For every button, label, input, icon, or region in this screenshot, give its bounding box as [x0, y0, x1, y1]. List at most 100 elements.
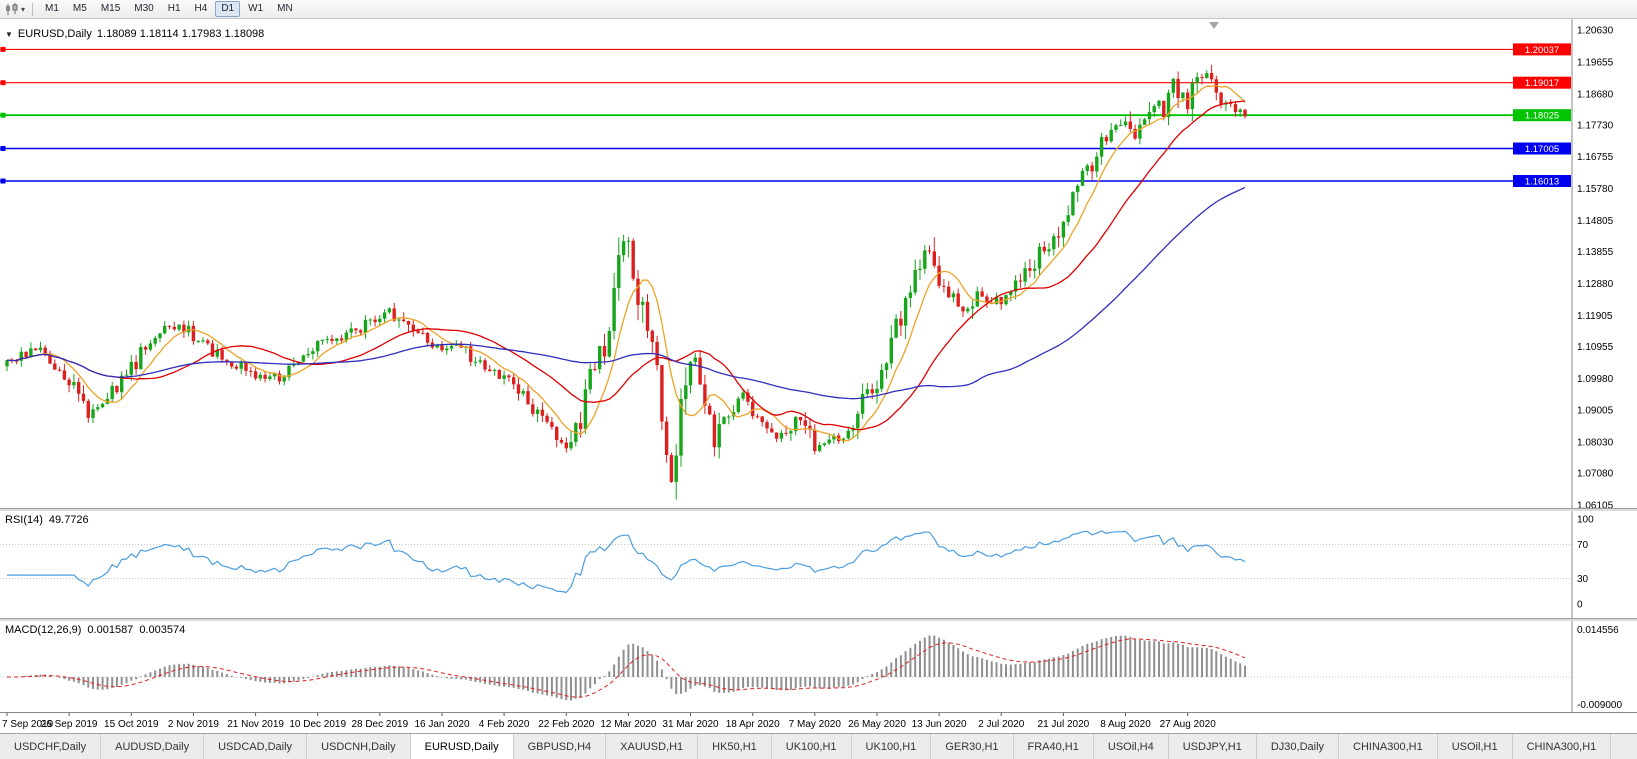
price-axis-label: 1.08030: [1577, 438, 1614, 449]
timeframe-button-mn[interactable]: MN: [277, 3, 293, 14]
rsi-axis-label: 100: [1577, 515, 1594, 526]
date-label: 26 May 2020: [848, 719, 906, 730]
collapse-icon[interactable]: ▼: [5, 29, 13, 39]
level-start-marker[interactable]: [0, 46, 6, 52]
level-price-tag-text: 1.20037: [1525, 45, 1559, 56]
panel-splitter[interactable]: [0, 508, 1637, 511]
main-chart-panel[interactable]: 1.20037 1.19017 1.18025 1.17005 1.16013 1.206…: [0, 19, 1637, 508]
price-chart[interactable]: 1.20037 1.19017 1.18025 1.17005 1.16013 1.206…: [0, 19, 1637, 508]
symbol-tab-fra40-h1[interactable]: FRA40,H1: [1014, 734, 1094, 759]
timeframe-button-m30[interactable]: M30: [134, 3, 154, 14]
level-start-marker[interactable]: [0, 146, 6, 151]
rsi-name: RSI(14): [5, 514, 43, 526]
timeframe-buttons: M1 M5 M15 M30 H1 H4 D1 W1 MN: [38, 1, 300, 17]
timeframe-button-m1[interactable]: M1: [45, 3, 59, 14]
timeframe-button-w1[interactable]: W1: [248, 3, 264, 14]
candles[interactable]: [5, 64, 1247, 500]
symbol-tab-ger30-h1[interactable]: GER30,H1: [931, 734, 1014, 759]
level-price-tag: [1513, 175, 1571, 187]
price-axis-label: 1.20630: [1577, 26, 1614, 37]
price-axis-label: 1.16755: [1577, 152, 1614, 163]
timeframe-toolbar: ▾ M1 M5 M15 M30 H1 H4 D1 W1 MN: [0, 0, 1637, 19]
date-axis[interactable]: 7 Sep 2019 26 Sep 2019 15 Oct 2019 2 Nov 20…: [0, 712, 1637, 733]
level-price-tag: [1513, 76, 1571, 89]
macd-label: MACD(12,26,9) 0.001587 0.003574: [5, 624, 185, 636]
date-label: 28 Dec 2019: [351, 719, 408, 730]
date-label: 7 Sep 2019: [2, 719, 54, 730]
symbol-tab-usoil-h1[interactable]: USOil,H1: [1438, 734, 1513, 759]
symbol-tab-usdjpy-h1[interactable]: USDJPY,H1: [1169, 734, 1257, 759]
rsi-axis-label: 0: [1577, 600, 1583, 611]
symbol-tab-china300-h1[interactable]: CHINA300,H1: [1339, 734, 1438, 759]
price-axis-label: 1.12880: [1577, 279, 1614, 290]
symbol-tab-gbpusd-h4[interactable]: GBPUSD,H4: [514, 734, 607, 759]
date-label: 4 Feb 2020: [479, 719, 530, 730]
rsi-value: 49.7726: [48, 514, 89, 526]
chart-type-icon[interactable]: [3, 2, 21, 16]
date-label: 27 Aug 2020: [1160, 719, 1217, 730]
macd-name: MACD(12,26,9): [5, 624, 82, 636]
panel-splitter[interactable]: [0, 618, 1637, 621]
level-price-tag-text: 1.18025: [1525, 111, 1559, 122]
rsi-panel[interactable]: 100 70 30 0 RSI(14) 49.7726: [0, 511, 1637, 618]
date-label: 10 Dec 2019: [289, 719, 346, 730]
date-label: 12 Mar 2020: [600, 719, 657, 730]
price-axis-label: 1.06105: [1577, 501, 1614, 509]
timeframe-button-m5[interactable]: M5: [72, 3, 87, 14]
symbol-tab-dj30-daily[interactable]: DJ30,Daily: [1257, 734, 1340, 759]
symbol-tab-hk50-h1[interactable]: HK50,H1: [698, 734, 772, 759]
date-label: 26 Sep 2019: [41, 719, 98, 730]
moving-average-8-line[interactable]: [6, 84, 1246, 442]
price-axis-label: 1.18680: [1577, 89, 1614, 100]
date-label: 8 Aug 2020: [1100, 719, 1151, 730]
level-price-tag: [1513, 109, 1571, 122]
timeframe-button-d1[interactable]: D1: [215, 1, 241, 17]
rsi-chart[interactable]: 100 70 30 0: [0, 511, 1637, 618]
symbol-tab-uk100-h1[interactable]: UK100,H1: [852, 734, 932, 759]
symbol-tab-usdcnh-daily[interactable]: USDCNH,Daily: [307, 734, 411, 759]
timeframe-button-h4[interactable]: H4: [194, 3, 208, 14]
symbol-tab-xauusd-h1[interactable]: XAUUSD,H1: [606, 734, 699, 759]
symbol-tab-uk100-h1[interactable]: UK100,H1: [772, 734, 852, 759]
symbol-tab-china300-h1[interactable]: CHINA300,H1: [1513, 734, 1612, 759]
date-label: 16 Jan 2020: [414, 719, 469, 730]
symbol-tab-bar: USDCHF,Daily AUDUSD,Daily USDCAD,Daily USDC…: [0, 733, 1637, 759]
moving-average-65-line[interactable]: [6, 186, 1246, 400]
price-axis-label: 1.09005: [1577, 406, 1614, 417]
price-axis-label: 1.13855: [1577, 247, 1614, 258]
date-label: 31 Mar 2020: [662, 719, 719, 730]
rsi-line: [7, 530, 1246, 593]
date-label: 15 Oct 2019: [104, 719, 159, 730]
symbol-tab-usdchf-daily[interactable]: USDCHF,Daily: [0, 734, 102, 759]
level-price-tag: [1513, 43, 1571, 56]
date-label: 2 Jul 2020: [978, 719, 1025, 730]
symbol-tab-usoil-h4[interactable]: USOil,H4: [1094, 734, 1169, 759]
toolbar-separator: [32, 2, 34, 16]
level-price-tag-text: 1.17005: [1525, 144, 1559, 155]
price-axis-label: 1.19655: [1577, 57, 1614, 68]
chart-ohlc-values: 1.18089 1.18114 1.17983 1.18098: [96, 28, 265, 40]
moving-average-24-line[interactable]: [6, 100, 1246, 431]
level-start-marker[interactable]: [0, 112, 6, 118]
rsi-label: RSI(14) 49.7726: [5, 514, 89, 526]
level-start-marker[interactable]: [0, 178, 6, 184]
symbol-tab-usdcad-daily[interactable]: USDCAD,Daily: [204, 734, 308, 759]
timeframe-button-h1[interactable]: H1: [167, 3, 181, 14]
macd-chart[interactable]: 0.014556 -0.009000: [0, 621, 1637, 712]
timeframe-button-m15[interactable]: M15: [100, 3, 121, 14]
rsi-axis-label: 30: [1577, 574, 1589, 585]
symbol-tab-audusd-daily[interactable]: AUDUSD,Daily: [101, 734, 205, 759]
date-label: 21 Nov 2019: [227, 719, 284, 730]
macd-axis-min-label: -0.009000: [1577, 700, 1622, 711]
macd-signal-value: 0.003574: [139, 624, 186, 636]
macd-panel[interactable]: 0.014556 -0.009000 MACD(12,26,9) 0.001587…: [0, 621, 1637, 712]
candlestick-glyph: [6, 2, 18, 15]
symbol-tab-eurusd-daily[interactable]: EURUSD,Daily: [410, 734, 514, 759]
level-price-tag-text: 1.19017: [1525, 78, 1559, 89]
price-axis-label: 1.14805: [1577, 216, 1614, 227]
chevron-down-icon[interactable]: ▾: [21, 4, 26, 14]
level-start-marker[interactable]: [0, 80, 6, 86]
chart-shift-marker[interactable]: [1209, 22, 1219, 29]
price-axis-label: 1.09980: [1577, 374, 1614, 385]
